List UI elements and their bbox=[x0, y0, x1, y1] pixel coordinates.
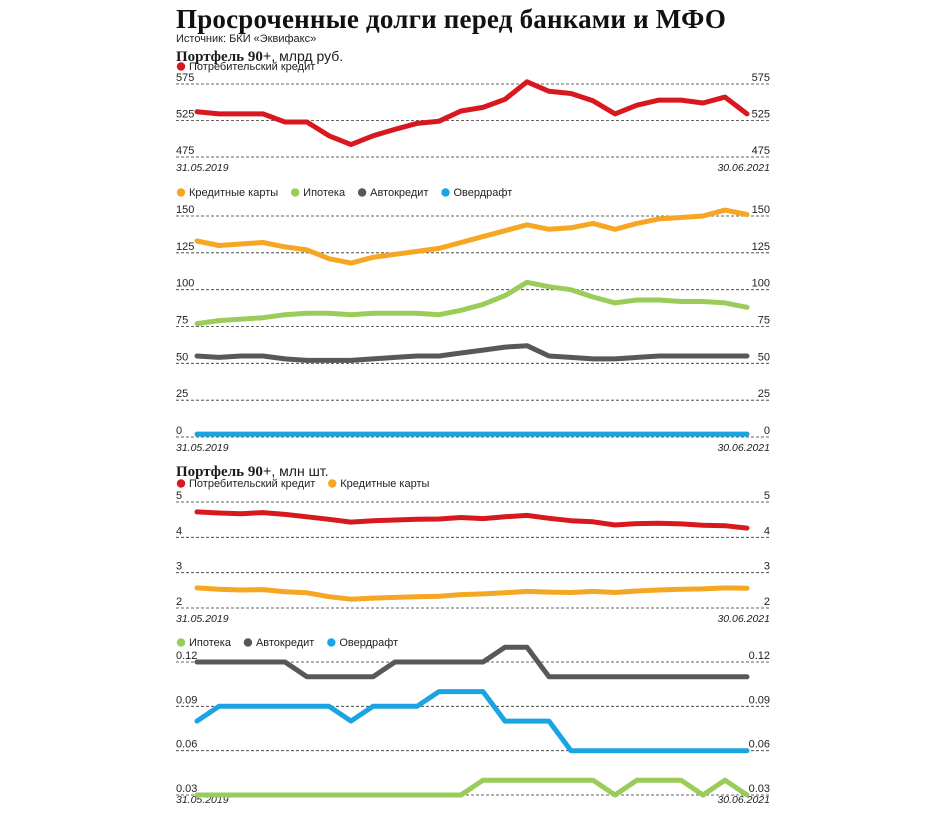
y-tick-label-right: 525 bbox=[752, 109, 770, 121]
y-tick-label-right: 575 bbox=[752, 72, 770, 84]
y-tick-label-right: 150 bbox=[752, 204, 770, 216]
legend-label-overdraft: Овердрафт bbox=[454, 187, 513, 199]
y-tick-label-left: 575 bbox=[176, 72, 194, 84]
series-line-auto bbox=[194, 644, 750, 680]
legend-marker-mortgage bbox=[290, 188, 300, 197]
y-tick-label-right: 475 bbox=[752, 145, 770, 157]
y-tick-label-left: 0 bbox=[176, 425, 182, 437]
series-line-mortgage bbox=[194, 279, 750, 327]
y-tick-label-right: 0.09 bbox=[749, 694, 770, 706]
y-tick-label-right: 75 bbox=[758, 315, 770, 327]
y-tick-label-right: 3 bbox=[764, 561, 770, 573]
section-title-pcs-unit: , млн шт. bbox=[271, 463, 329, 479]
y-tick-label-right: 0.12 bbox=[749, 650, 770, 662]
legend-marker-overdraft bbox=[441, 188, 450, 197]
series-line-cards bbox=[194, 207, 750, 266]
section-title-rub-unit: , млрд руб. bbox=[271, 48, 344, 64]
y-tick-label-left: 125 bbox=[176, 241, 194, 253]
legend-marker-cards bbox=[176, 188, 186, 197]
x-end-date: 30.06.2021 bbox=[717, 613, 770, 625]
legend-label-auto: Автокредит bbox=[256, 637, 314, 649]
legend-marker-consumer bbox=[176, 62, 186, 71]
x-start-date: 31.05.2019 bbox=[176, 442, 229, 454]
legend-marker-overdraft bbox=[327, 638, 336, 647]
section-title-rub-bold: Портфель 90+ bbox=[176, 49, 272, 65]
source-note: Источник: БКИ «Эквифакс» bbox=[176, 33, 317, 45]
y-tick-label-left: 0.06 bbox=[176, 739, 197, 751]
chart-c1: 475 475 525 525 575 575 31.05.2019 30.06.2021 По… bbox=[176, 61, 770, 174]
series-line-auto bbox=[194, 343, 750, 363]
y-tick-label-right: 5 bbox=[764, 490, 770, 502]
y-tick-label-left: 100 bbox=[176, 278, 194, 290]
series-line-cards bbox=[194, 585, 750, 602]
legend-label-cards: Кредитные карты bbox=[189, 187, 278, 199]
x-start-date: 31.05.2019 bbox=[176, 613, 229, 625]
y-tick-label-right: 0.03 bbox=[749, 783, 770, 795]
legend-label-overdraft: Овердрафт bbox=[339, 637, 398, 649]
chart-c3: 2 2 3 3 4 4 5 5 31.05.2019 30.06.2021 Потребительс… bbox=[176, 478, 770, 625]
legend-label-auto: Автокредит bbox=[370, 187, 428, 199]
y-tick-label-right: 2 bbox=[764, 596, 770, 608]
y-tick-label-left: 50 bbox=[176, 351, 188, 363]
chart-c2: 0 0 25 25 50 50 75 75 100 100 125 125 150 150 31.05.20… bbox=[176, 187, 770, 454]
legend-marker-consumer bbox=[176, 479, 186, 488]
x-end-date: 30.06.2021 bbox=[717, 162, 770, 174]
y-tick-label-right: 0.06 bbox=[749, 739, 770, 751]
x-end-date: 30.06.2021 bbox=[717, 794, 770, 806]
y-tick-label-left: 150 bbox=[176, 204, 194, 216]
y-tick-label-right: 25 bbox=[758, 388, 770, 400]
chart-c4: 0.03 0.030.06 0.060.09 0.090.12 0.1231.05.20… bbox=[176, 637, 770, 806]
section-title-pcs-bold: Портфель 90+ bbox=[176, 464, 272, 480]
legend-label-cards: Кредитные карты bbox=[340, 478, 429, 490]
y-tick-label-right: 4 bbox=[764, 525, 770, 537]
y-tick-label-left: 5 bbox=[176, 490, 182, 502]
y-tick-label-left: 75 bbox=[176, 315, 188, 327]
legend-label-mortgage: Ипотека bbox=[189, 637, 232, 649]
section-title-pcs: Портфель 90+, млн шт. bbox=[176, 463, 329, 481]
legend-marker-mortgage bbox=[176, 638, 186, 647]
y-tick-label-right: 50 bbox=[758, 351, 770, 363]
x-start-date: 31.05.2019 bbox=[176, 162, 229, 174]
series-line-mortgage bbox=[194, 777, 750, 798]
y-tick-label-left: 25 bbox=[176, 388, 188, 400]
series-line-consumer bbox=[194, 79, 750, 148]
y-tick-label-right: 100 bbox=[752, 278, 770, 290]
legend-marker-auto bbox=[243, 638, 253, 647]
y-tick-label-left: 2 bbox=[176, 596, 182, 608]
legend-label-mortgage: Ипотека bbox=[303, 187, 346, 199]
y-tick-label-left: 0.03 bbox=[176, 783, 197, 795]
y-tick-label-left: 525 bbox=[176, 109, 194, 121]
page-title: Просроченные долги перед банками и МФО bbox=[176, 4, 727, 34]
y-tick-label-left: 475 bbox=[176, 145, 194, 157]
y-tick-label-left: 0.12 bbox=[176, 650, 197, 662]
section-title-rub: Портфель 90+, млрд руб. bbox=[176, 48, 343, 66]
y-tick-label-left: 4 bbox=[176, 525, 182, 537]
legend-label-consumer: Потребительский кредит bbox=[189, 61, 315, 73]
series-line-consumer bbox=[194, 509, 750, 531]
x-end-date: 30.06.2021 bbox=[717, 442, 770, 454]
series-line-overdraft bbox=[194, 689, 750, 754]
legend-marker-cards bbox=[328, 479, 337, 488]
y-tick-label-right: 0 bbox=[764, 425, 770, 437]
y-tick-label-left: 3 bbox=[176, 561, 182, 573]
y-tick-label-left: 0.09 bbox=[176, 694, 197, 706]
legend-label-consumer: Потребительский кредит bbox=[189, 478, 315, 490]
legend-marker-auto bbox=[357, 188, 367, 197]
y-tick-label-right: 125 bbox=[752, 241, 770, 253]
